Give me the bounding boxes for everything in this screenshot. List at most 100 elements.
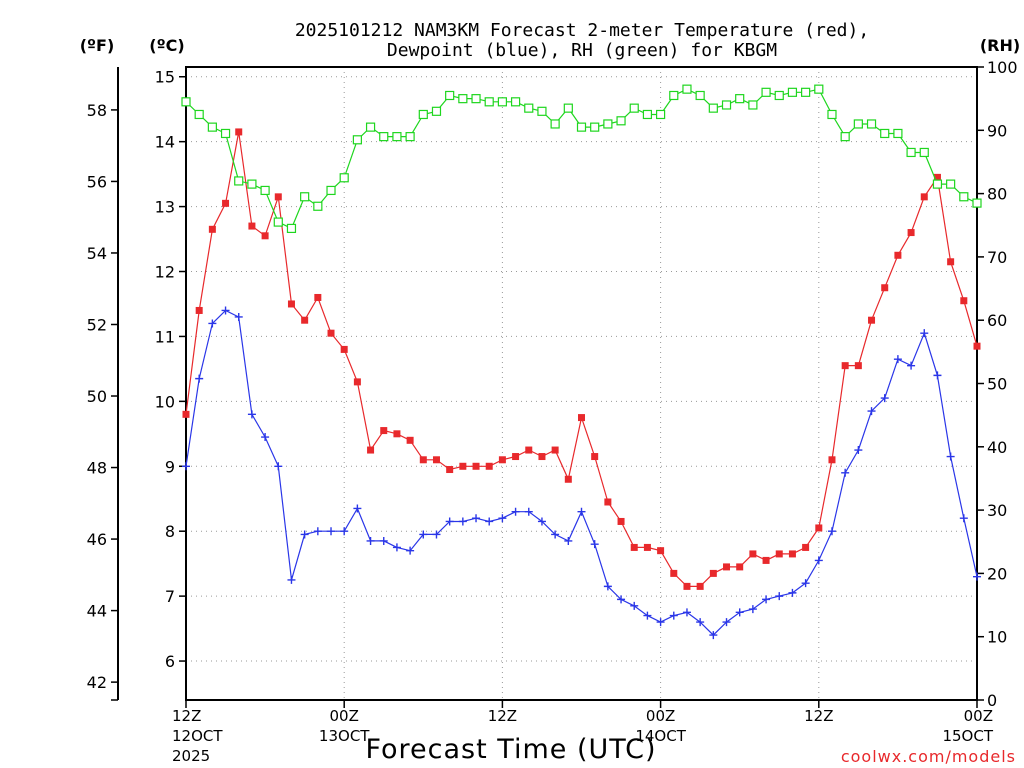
rh-point xyxy=(458,94,468,104)
temperature-point xyxy=(301,316,309,324)
rh-point xyxy=(708,103,718,113)
temperature-point xyxy=(235,128,243,136)
rh-point xyxy=(972,198,982,208)
temperature-point xyxy=(340,345,348,353)
temperature-point xyxy=(868,316,876,324)
temperature-point xyxy=(749,550,757,558)
dewpoint-point xyxy=(801,579,810,588)
temperature-point xyxy=(195,306,203,314)
temperature-point xyxy=(788,550,796,558)
dewpoint-point xyxy=(722,618,731,627)
temperature-point xyxy=(881,284,889,292)
temperature-point xyxy=(854,362,862,370)
rh-point xyxy=(220,128,231,139)
temperature-point xyxy=(182,410,190,418)
rh-point xyxy=(880,128,890,139)
rh-point xyxy=(431,106,442,116)
dewpoint-point xyxy=(709,631,718,640)
temperature-point xyxy=(802,543,810,551)
rh-tick-label: 90 xyxy=(987,121,1007,140)
dewpoint-point xyxy=(564,536,573,545)
temperature-point xyxy=(604,498,612,506)
dewpoint-point xyxy=(287,575,296,584)
rh-point xyxy=(286,223,297,234)
temperature-point xyxy=(551,446,559,454)
dewpoint-point xyxy=(854,446,863,455)
rh-point xyxy=(576,122,587,132)
temperature-point xyxy=(459,462,467,470)
dewpoint-point xyxy=(247,410,256,419)
rh-tick-label: 20 xyxy=(987,564,1007,583)
temperature-point xyxy=(841,362,849,370)
rh-point xyxy=(300,192,310,202)
dewpoint-point xyxy=(234,312,243,321)
dewpoint-point xyxy=(419,530,428,539)
rh-point xyxy=(893,128,903,139)
temperature-point xyxy=(643,543,651,551)
temperature-point xyxy=(973,342,981,350)
dewpoint-point xyxy=(867,407,876,416)
x-tick-label-date: 14OCT xyxy=(635,727,686,745)
rh-series xyxy=(181,84,982,234)
temperature-point xyxy=(432,456,440,464)
x-tick-label-date: 12OCT xyxy=(172,727,223,745)
temperature-point xyxy=(815,524,823,532)
temperature-point xyxy=(274,193,282,201)
dewpoint-point xyxy=(327,527,336,536)
dewpoint-point xyxy=(841,468,850,477)
temperature-point xyxy=(894,251,902,259)
rh-point xyxy=(326,185,336,196)
c-tick-label: 8 xyxy=(165,522,175,541)
rh-point xyxy=(418,109,428,120)
rh-point xyxy=(445,90,455,101)
rh-point xyxy=(827,109,837,120)
temperature-point xyxy=(472,462,480,470)
rh-point xyxy=(866,119,877,129)
c-tick-label: 12 xyxy=(155,263,175,282)
rh-point xyxy=(840,132,850,142)
rh-tick-label: 60 xyxy=(987,311,1007,330)
rh-point xyxy=(642,109,653,120)
temperature-point xyxy=(498,456,506,464)
temperature-point xyxy=(446,466,454,474)
dewpoint-point xyxy=(880,394,889,403)
x-tick-label-time: 12Z xyxy=(488,707,517,725)
rh-tick-label: 40 xyxy=(987,438,1007,457)
temperature-point xyxy=(380,427,388,435)
rh-point xyxy=(682,84,692,94)
rh-point xyxy=(365,122,376,132)
rh-point xyxy=(695,90,705,101)
rh-point xyxy=(748,100,758,110)
temperature-point xyxy=(630,543,638,551)
dewpoint-series xyxy=(182,306,981,640)
temperature-point xyxy=(657,547,665,555)
fahrenheit-axis-label: (ºF) xyxy=(80,36,115,55)
rh-point xyxy=(379,132,389,142)
dewpoint-point xyxy=(498,514,507,523)
temperature-point xyxy=(327,329,335,337)
dewpoint-point xyxy=(182,462,190,471)
temperature-point xyxy=(762,556,770,564)
temperature-point xyxy=(670,569,678,577)
temperature-point xyxy=(723,563,731,571)
f-tick-label: 46 xyxy=(87,530,107,549)
chart-title-line2: Dewpoint (blue), RH (green) for KBGM xyxy=(387,40,777,61)
dewpoint-point xyxy=(445,517,454,526)
series-layer xyxy=(181,84,982,640)
temperature-point xyxy=(314,293,322,301)
rh-point xyxy=(590,122,600,132)
f-tick-label: 52 xyxy=(87,315,107,334)
rh-tick-label: 50 xyxy=(987,375,1007,394)
temperature-point xyxy=(287,300,295,308)
temperature-point xyxy=(591,453,599,461)
rh-tick-label: 30 xyxy=(987,501,1007,520)
c-tick-label: 6 xyxy=(165,652,175,671)
rh-point xyxy=(735,94,745,104)
temperature-point xyxy=(736,563,744,571)
rh-tick-label: 80 xyxy=(987,185,1007,204)
rh-point xyxy=(801,87,811,97)
celsius-axis-label: (ºC) xyxy=(149,36,184,55)
dewpoint-point xyxy=(630,601,639,610)
rh-point xyxy=(181,97,191,107)
